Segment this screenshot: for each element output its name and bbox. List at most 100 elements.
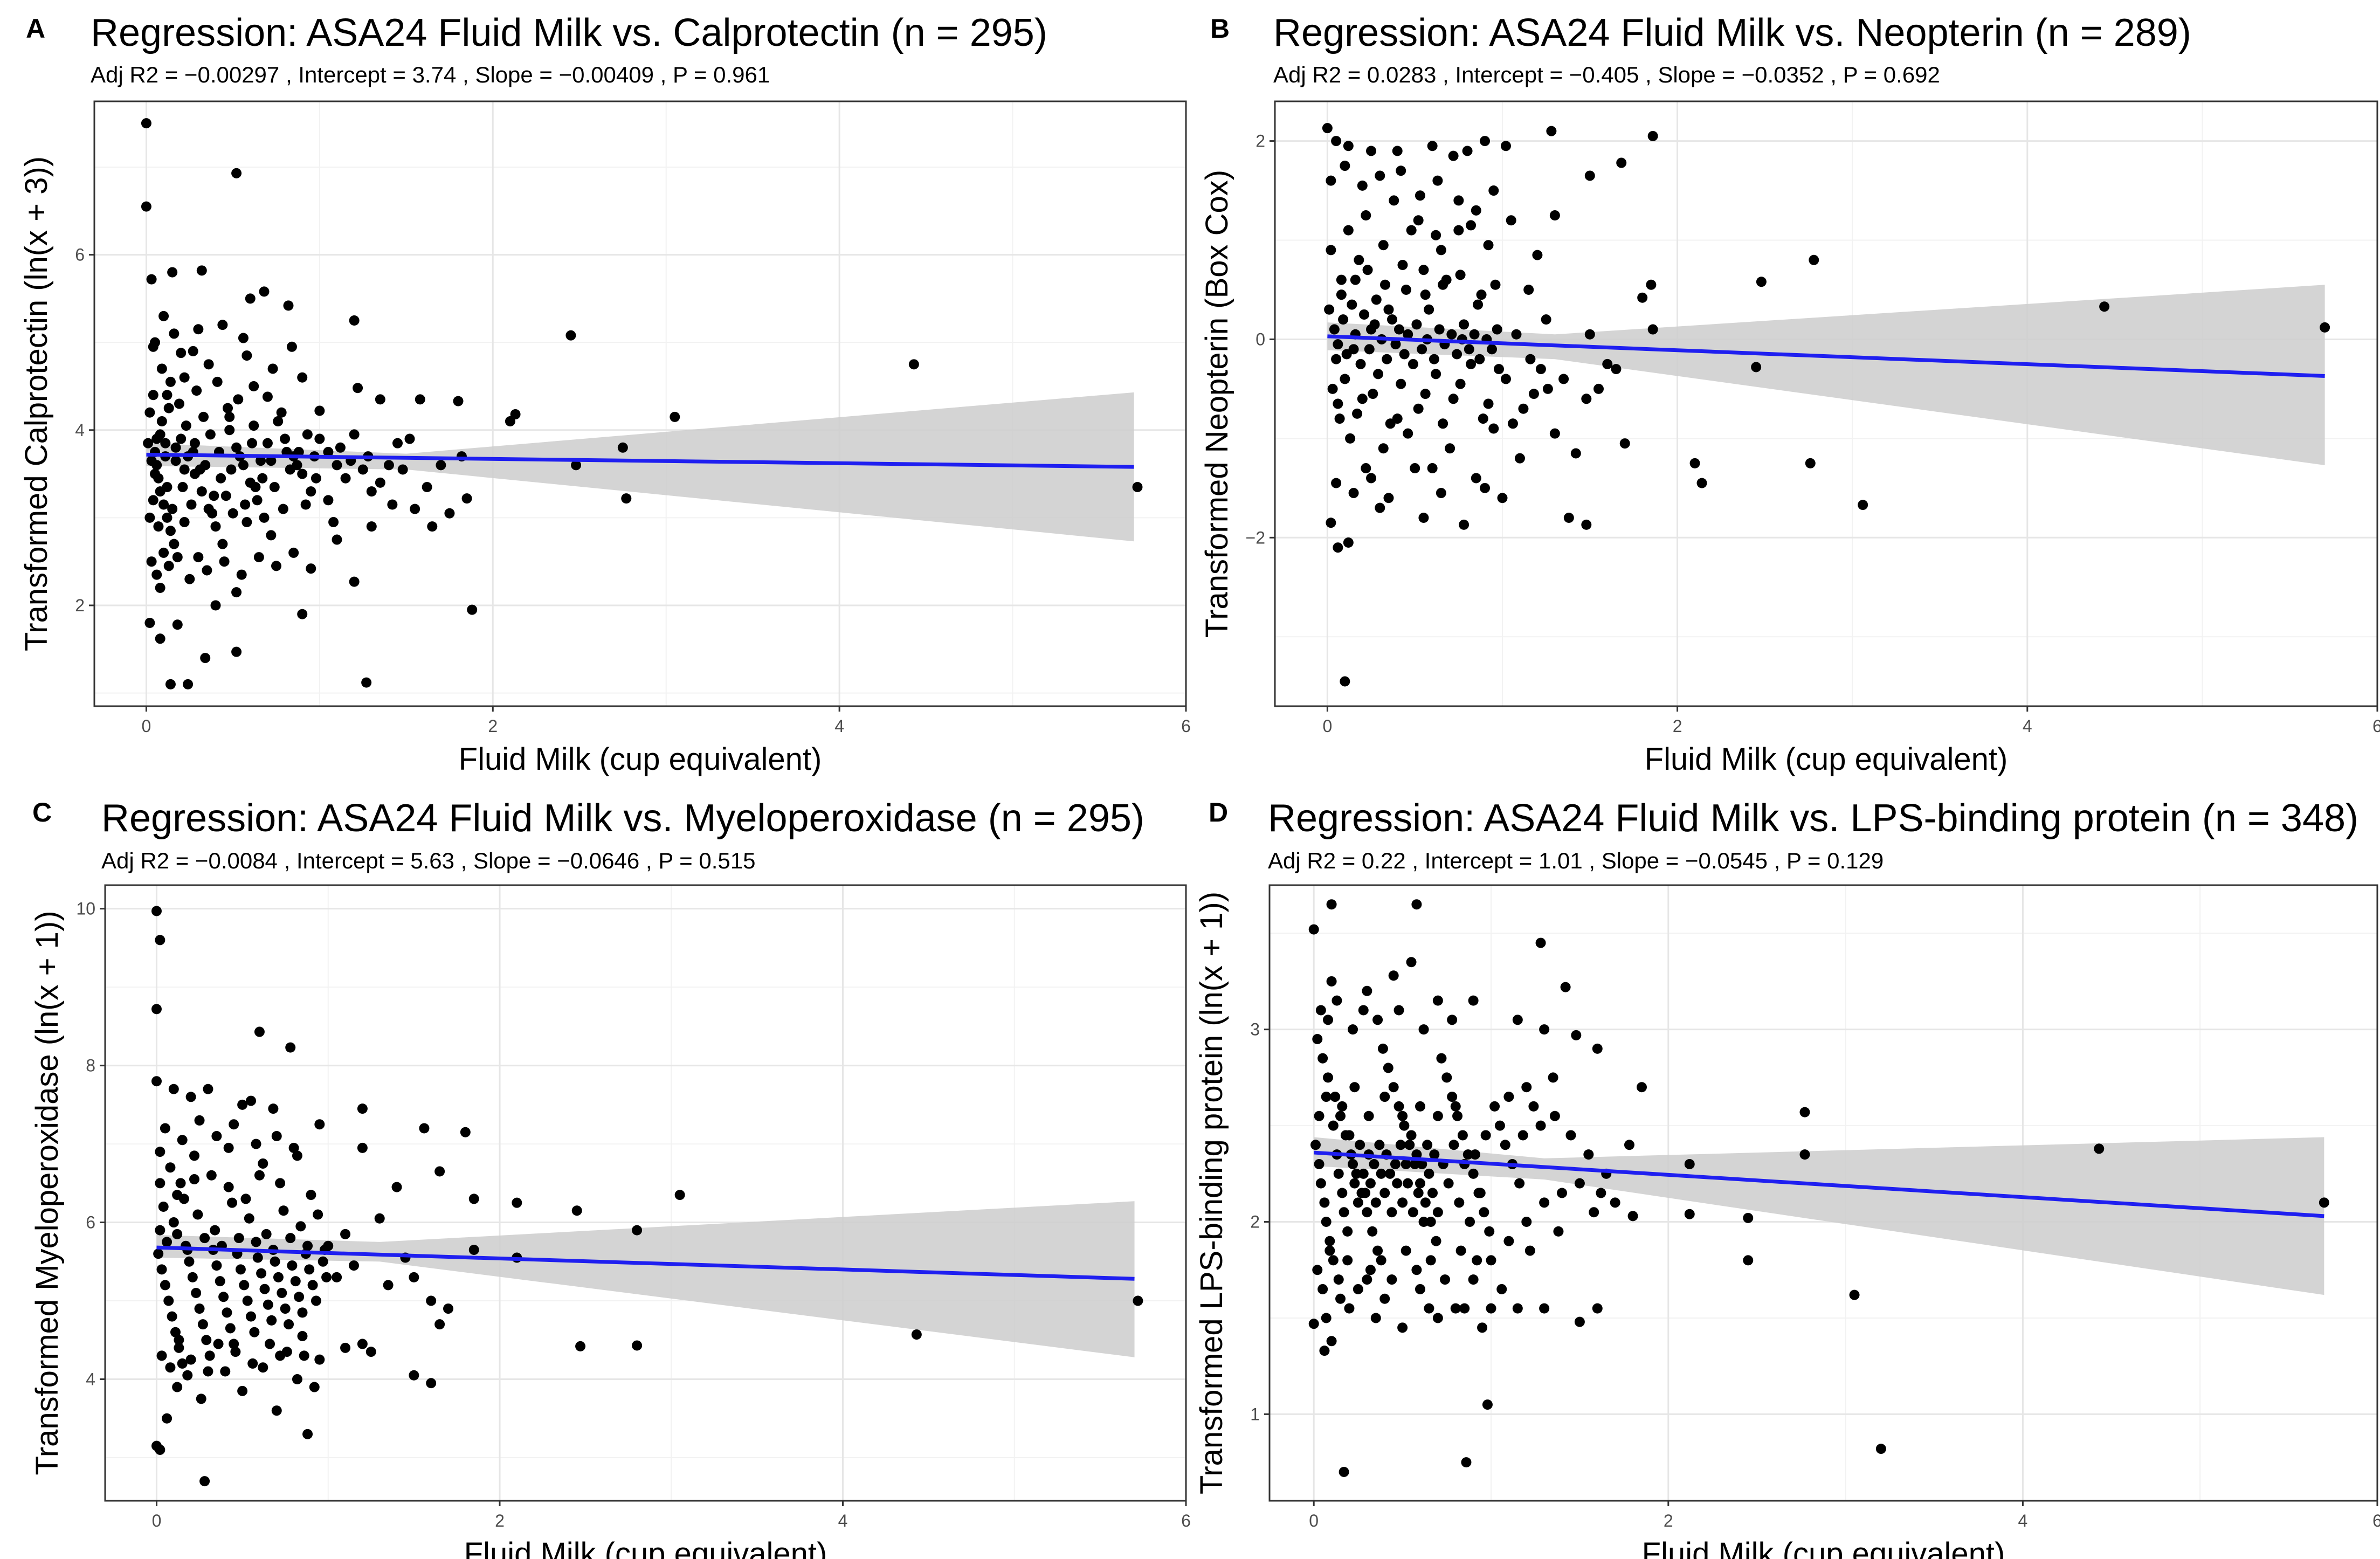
data-point — [297, 468, 308, 479]
data-point — [156, 1264, 167, 1275]
data-point — [2319, 1197, 2329, 1208]
data-point — [156, 363, 167, 374]
data-point — [1488, 185, 1499, 196]
data-point — [1326, 976, 1337, 987]
data-point — [1429, 1149, 1440, 1160]
data-point — [1411, 319, 1422, 330]
data-point — [257, 473, 268, 484]
data-point — [263, 1299, 273, 1310]
data-point — [162, 1237, 173, 1247]
data-point — [1395, 1140, 1406, 1150]
data-point — [151, 569, 162, 580]
data-point — [238, 460, 249, 471]
data-point — [237, 1385, 248, 1396]
data-point — [160, 1280, 170, 1291]
confidence-band — [1314, 1137, 2324, 1295]
data-point — [1333, 339, 1343, 350]
data-point — [1349, 1082, 1360, 1093]
data-point — [203, 1366, 213, 1377]
data-point — [292, 1374, 302, 1385]
panel-letter: C — [32, 797, 52, 827]
data-point — [252, 1252, 263, 1263]
data-point — [187, 1272, 198, 1282]
data-point — [245, 293, 256, 304]
data-point — [1487, 344, 1498, 355]
data-point — [1376, 1255, 1386, 1266]
data-point — [259, 286, 270, 297]
data-point — [1338, 314, 1349, 325]
y-axis-label: Transformed Calprotectin (ln(x + 3)) — [19, 156, 54, 651]
data-point — [150, 337, 160, 348]
data-point — [565, 330, 576, 341]
x-tick-label: 0 — [1309, 1511, 1319, 1530]
data-point — [233, 394, 244, 405]
data-point — [1553, 1226, 1564, 1237]
data-point — [434, 1166, 445, 1177]
data-point — [148, 390, 158, 401]
data-point — [194, 1115, 205, 1126]
data-point — [226, 464, 237, 475]
data-point — [266, 456, 277, 466]
data-point — [155, 1225, 165, 1236]
data-point — [1413, 403, 1424, 414]
data-point — [1459, 1303, 1470, 1314]
data-point — [177, 1135, 188, 1146]
data-point — [1335, 1293, 1346, 1304]
data-point — [1377, 1043, 1388, 1054]
data-point — [155, 1178, 165, 1189]
data-point — [163, 1295, 174, 1306]
data-point — [383, 1280, 394, 1291]
data-point — [1347, 299, 1357, 310]
data-point — [1512, 1015, 1523, 1025]
data-point — [1366, 146, 1377, 156]
data-point — [410, 503, 420, 514]
data-point — [196, 486, 207, 497]
data-point — [311, 473, 321, 484]
data-point — [1483, 398, 1494, 409]
data-point — [1314, 1158, 1324, 1169]
data-point — [188, 346, 198, 356]
data-point — [247, 1358, 258, 1369]
data-point — [158, 1201, 169, 1212]
data-point — [1473, 299, 1484, 310]
data-point — [286, 341, 297, 352]
data-point — [1581, 519, 1592, 530]
data-point — [1454, 1197, 1465, 1208]
data-point — [374, 1213, 385, 1224]
data-point — [1397, 1322, 1408, 1333]
data-point — [167, 1311, 177, 1322]
data-point — [1427, 1188, 1438, 1198]
data-point — [235, 1264, 246, 1275]
data-point — [210, 521, 221, 532]
data-point — [1432, 175, 1443, 186]
data-point — [198, 411, 209, 422]
data-point — [1453, 225, 1464, 236]
data-point — [1324, 1236, 1335, 1246]
data-point — [203, 1084, 213, 1094]
data-point — [1390, 339, 1401, 350]
data-point — [218, 1292, 229, 1302]
data-point — [1319, 1197, 1330, 1208]
data-point — [231, 442, 242, 453]
data-point — [185, 1354, 196, 1365]
data-point — [1524, 1245, 1535, 1256]
data-point — [1637, 292, 1648, 303]
data-point — [1461, 1457, 1472, 1468]
data-point — [2099, 301, 2110, 312]
data-point — [242, 517, 252, 528]
data-point — [215, 1276, 225, 1287]
panel-letter: A — [26, 13, 46, 44]
data-point — [1315, 1005, 1326, 1016]
data-point — [167, 267, 178, 278]
data-point — [1420, 1197, 1431, 1208]
y-tick-label: 10 — [76, 899, 95, 919]
data-point — [1484, 1226, 1495, 1237]
data-point — [1348, 488, 1359, 499]
data-point — [1380, 279, 1390, 290]
data-point — [349, 429, 360, 440]
x-tick-label: 4 — [838, 1511, 848, 1530]
data-point — [1350, 274, 1361, 285]
data-point — [1542, 383, 1553, 394]
data-point — [1317, 1284, 1328, 1294]
data-point — [1415, 1101, 1425, 1112]
